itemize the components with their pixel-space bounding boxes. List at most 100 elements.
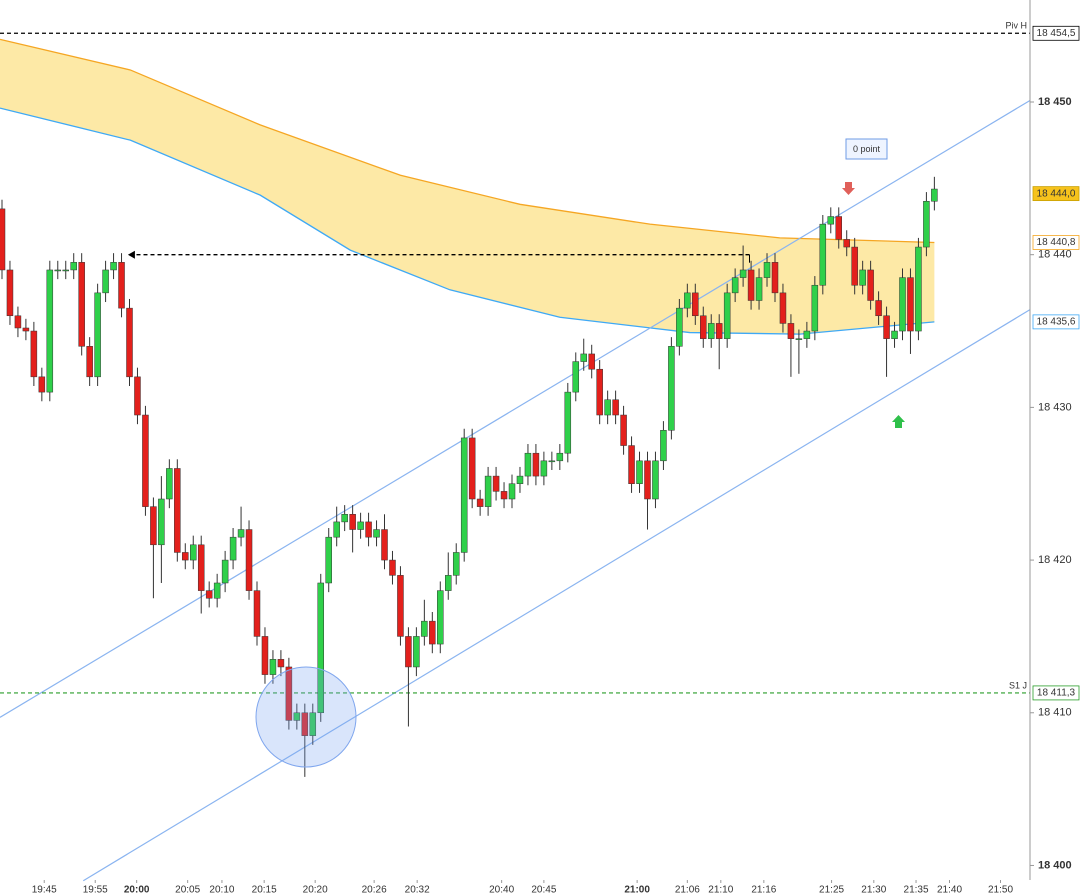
x-tick-label: 19:55 xyxy=(83,885,108,896)
candle-body xyxy=(819,223,827,286)
candle-body xyxy=(684,292,691,309)
candle-body xyxy=(429,620,436,645)
candle-body xyxy=(636,460,643,484)
candle-body xyxy=(779,292,787,324)
axis-layer: 18 454,5 18 411,3 18 450 18 440 18 430 18 420… xyxy=(32,25,1080,896)
candle-body xyxy=(739,269,747,278)
price-tag-box xyxy=(1032,314,1080,330)
candle-body xyxy=(883,315,890,339)
ma-band-fill xyxy=(0,39,935,335)
annotation-layer: 0 point xyxy=(842,138,905,428)
candle-body xyxy=(707,323,715,339)
candle-body xyxy=(644,460,651,500)
candle-body xyxy=(285,666,293,721)
x-tick-label: 20:32 xyxy=(405,885,430,896)
y-tick-label: 18 420 xyxy=(1038,554,1072,566)
candle-body xyxy=(851,246,858,286)
price-tag: 18 440,8 xyxy=(1037,237,1076,248)
candle-body xyxy=(381,529,388,561)
candle-body xyxy=(596,368,603,416)
candle-body xyxy=(142,414,149,507)
moving-average-line xyxy=(0,107,935,335)
x-tick-label: 20:00 xyxy=(124,885,150,896)
candle-body xyxy=(46,269,54,393)
candle-body xyxy=(317,582,325,714)
candle-body xyxy=(580,353,587,362)
buy-arrow xyxy=(892,415,905,428)
level-tag-box xyxy=(1032,685,1080,701)
candle-body xyxy=(182,552,189,561)
candle-body xyxy=(652,460,659,500)
candle-body xyxy=(803,330,811,339)
candle-body xyxy=(134,376,141,416)
candle-body xyxy=(468,437,476,500)
candle-body xyxy=(277,659,285,668)
candle-body xyxy=(166,468,173,500)
candle-body xyxy=(460,437,468,553)
candle-body xyxy=(899,277,906,332)
candle-body xyxy=(14,315,22,329)
x-tick-label: 21:30 xyxy=(861,885,886,896)
highlight-circle xyxy=(255,666,357,768)
candle-body xyxy=(78,262,85,347)
candle-body xyxy=(301,712,309,736)
candle-body xyxy=(907,277,914,332)
price-tag: 18 435,6 xyxy=(1037,317,1076,328)
level-label: S1 J xyxy=(1009,680,1027,690)
candle-body xyxy=(126,307,133,378)
candle-body xyxy=(189,544,197,561)
candles-layer xyxy=(0,176,938,777)
candle-body xyxy=(30,330,38,378)
candle-body xyxy=(413,636,420,668)
candle-body xyxy=(747,269,755,301)
candle-body xyxy=(859,269,866,286)
candle-body xyxy=(341,514,348,523)
candle-body xyxy=(723,292,731,339)
candle-body xyxy=(174,468,181,553)
candle-body xyxy=(102,269,109,294)
candle-body xyxy=(676,307,683,347)
projection-head xyxy=(127,250,135,259)
candle-body xyxy=(891,330,898,339)
candle-body xyxy=(700,315,707,339)
candle-body xyxy=(205,590,213,599)
candle-body xyxy=(795,338,803,340)
candle-body xyxy=(516,475,524,484)
x-tick-label: 21:40 xyxy=(937,885,962,896)
level-tag: 18 454,5 xyxy=(1037,28,1076,39)
candle-body xyxy=(405,636,412,668)
candle-body xyxy=(110,262,117,271)
candle-body xyxy=(931,188,938,202)
candle-body xyxy=(421,620,428,637)
candle-body xyxy=(22,327,30,332)
candle-body xyxy=(492,475,500,492)
candle-body xyxy=(389,559,396,576)
candle-body xyxy=(692,292,699,317)
x-tick-label: 21:16 xyxy=(751,885,776,896)
candle-body xyxy=(532,452,540,477)
candle-body xyxy=(0,208,6,271)
level-tag: 18 411,3 xyxy=(1037,688,1076,699)
x-tick-label: 21:10 xyxy=(708,885,733,896)
candle-body xyxy=(365,521,372,538)
candle-body xyxy=(245,529,253,591)
candle-body xyxy=(253,590,261,637)
annotation-box xyxy=(845,138,888,160)
candle-body xyxy=(715,323,723,339)
candle-body xyxy=(373,529,380,538)
candle-body xyxy=(604,399,611,416)
lines-layer: Piv H S1 J xyxy=(0,21,1031,882)
candle-body xyxy=(755,277,763,301)
candle-body xyxy=(811,284,819,332)
candle-body xyxy=(867,269,874,301)
x-tick-label: 21:25 xyxy=(819,885,844,896)
candle-body xyxy=(269,659,277,675)
candle-body xyxy=(484,475,492,507)
candle-body xyxy=(827,216,835,225)
band-layer xyxy=(0,38,935,335)
candle-body xyxy=(476,498,484,507)
candle-body xyxy=(731,277,739,294)
candle-body xyxy=(628,445,635,484)
